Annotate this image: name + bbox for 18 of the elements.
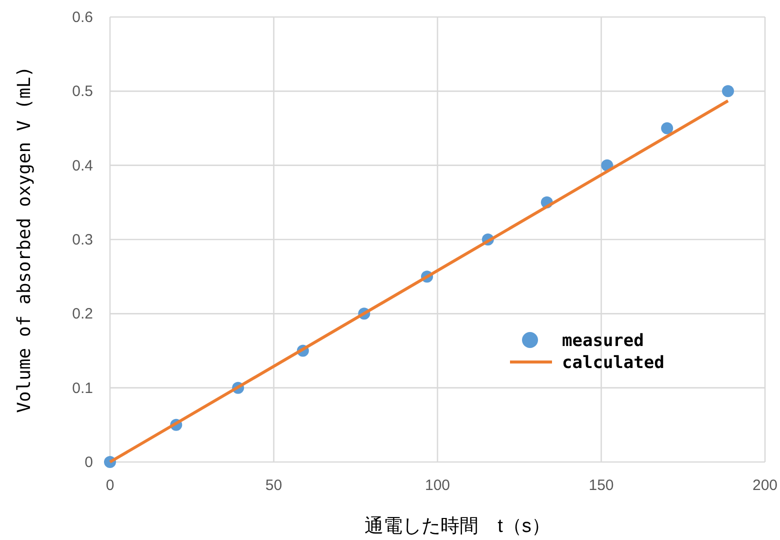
x-tick-label: 100 (424, 477, 450, 494)
y-tick-label: 0 (84, 454, 93, 471)
x-axis-title: 通電した時間 t（s） (364, 516, 550, 537)
x-tick-label: 150 (588, 477, 614, 494)
x-tick-label: 50 (265, 477, 282, 494)
legend-label: measured (562, 331, 644, 351)
y-tick-label: 0.5 (72, 83, 93, 100)
y-tick-label: 0.4 (72, 157, 93, 174)
y-tick-label: 0.3 (72, 232, 93, 248)
x-tick-label: 200 (752, 477, 778, 494)
y-tick-label: 0.1 (72, 380, 93, 397)
x-tick-label: 0 (106, 477, 114, 494)
y-tick-label: 0.6 (72, 9, 93, 26)
y-axis-title: Volume of absorbed oxygen V (mL) (14, 66, 35, 413)
y-tick-label: 0.2 (72, 306, 93, 323)
point (722, 85, 734, 98)
legend-label: calculated (562, 353, 664, 373)
point (661, 122, 674, 134)
